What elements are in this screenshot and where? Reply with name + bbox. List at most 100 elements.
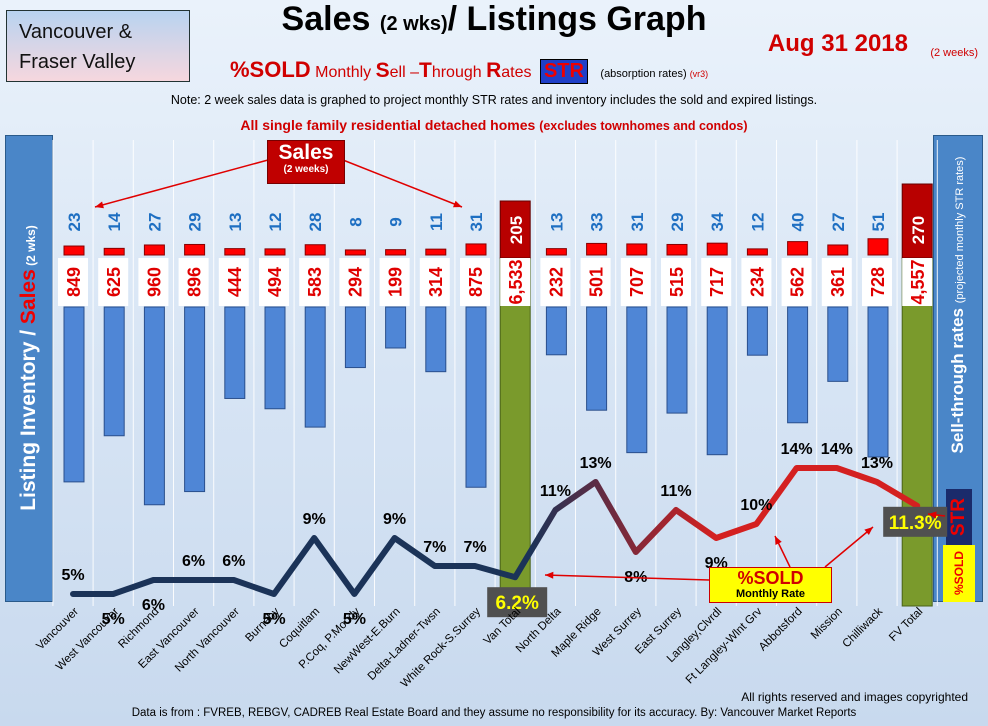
sales-label: 205 xyxy=(507,216,526,244)
category-label: Abbotsford xyxy=(757,606,805,654)
inventory-label-box xyxy=(259,258,289,306)
inventory-bar xyxy=(103,306,125,437)
sales-bar xyxy=(545,248,567,256)
inventory-label: 717 xyxy=(707,267,727,297)
inventory-label: 849 xyxy=(64,267,84,297)
inventory-label-box xyxy=(580,258,611,306)
inventory-label-box xyxy=(138,258,169,306)
inventory-label-box xyxy=(821,258,852,306)
inventory-label: 515 xyxy=(667,267,687,297)
inventory-label: 707 xyxy=(627,267,647,297)
inventory-label: 314 xyxy=(426,267,446,297)
sales-arrow-left xyxy=(94,159,269,208)
sales-arrow-right xyxy=(342,159,463,208)
sales-bar xyxy=(499,200,531,259)
inventory-bar xyxy=(867,306,889,458)
sales-label: 51 xyxy=(869,213,888,232)
inventory-label-box xyxy=(178,258,209,306)
sold-label: 7% xyxy=(423,539,446,556)
inventory-label-box xyxy=(741,258,772,306)
inventory-label-box xyxy=(620,258,651,306)
sales-bar xyxy=(143,244,165,256)
inventory-label: 728 xyxy=(868,267,888,297)
inventory-bar xyxy=(465,306,487,488)
sales-label: 8 xyxy=(346,217,365,226)
sold-subtitle: %SOLD Monthly Sell –Through Rates STR (a… xyxy=(230,57,709,84)
sales-label: 27 xyxy=(829,213,848,232)
total-sold-label: 11.3% xyxy=(889,513,942,534)
chart-note: Note: 2 week sales data is graphed to pr… xyxy=(170,93,818,107)
inventory-bar xyxy=(586,306,608,411)
inventory-label-box xyxy=(419,258,450,306)
category-label: Ft Langley-Wlnt Grv xyxy=(684,605,765,686)
sold-label: 9% xyxy=(303,511,326,528)
sales-bar xyxy=(746,248,768,256)
inventory-label: 494 xyxy=(265,267,285,297)
inventory-label: 361 xyxy=(828,267,848,297)
inventory-label-box xyxy=(58,258,88,306)
sales-label: 33 xyxy=(588,213,607,232)
report-date-note: (2 weeks) xyxy=(930,47,978,59)
sales-label: 13 xyxy=(226,213,245,232)
inventory-bar xyxy=(264,306,286,410)
sales-bar xyxy=(787,241,809,256)
sold-label: 5% xyxy=(343,611,366,628)
right-sold-box xyxy=(943,545,975,602)
sales-bar xyxy=(224,248,246,256)
sales-label: 9 xyxy=(387,217,406,226)
sales-bar xyxy=(264,248,286,256)
sold-label: 6% xyxy=(222,553,245,570)
inventory-label: 294 xyxy=(345,267,365,297)
inventory-label: 4,557 xyxy=(908,259,928,304)
sold-label: 5% xyxy=(61,567,84,584)
sales-label: 40 xyxy=(789,213,808,232)
inventory-label: 960 xyxy=(144,267,164,297)
inventory-label-box xyxy=(460,258,490,306)
sales-bar xyxy=(184,243,206,256)
inventory-label: 199 xyxy=(386,267,406,297)
sales-bar xyxy=(901,183,933,259)
sold-labels: 5%5%6%6%6%5%9%5%9%7%7%6.2%11%13%8%11%9%1… xyxy=(61,441,948,628)
sold-label: 5% xyxy=(102,611,125,628)
inventory-label: 444 xyxy=(225,267,245,297)
sales-label: 14 xyxy=(105,212,124,231)
source-note: Data is from : FVREB, REBGV, CADREB Real… xyxy=(131,707,857,719)
sold-arrow-right xyxy=(824,526,874,568)
right-str-box xyxy=(946,489,972,545)
inventory-label-box xyxy=(540,258,571,306)
total-sold-box xyxy=(487,587,548,618)
inventory-label: 896 xyxy=(185,267,205,297)
category-label: Chilliwack xyxy=(840,605,885,650)
inventory-bar xyxy=(499,257,531,607)
sales-labels: 23 14 27 29 13 12 28 8 9 11 31 205 13 33 31 29 34 12 40 27 5… xyxy=(65,212,928,244)
inventory-label: 583 xyxy=(305,267,325,297)
sold-line xyxy=(70,465,921,597)
inventory-bar xyxy=(827,306,849,382)
sales-bars xyxy=(63,183,933,259)
str-badge: STR xyxy=(539,59,588,84)
inventory-bar xyxy=(901,257,933,607)
sales-label: 34 xyxy=(708,212,727,231)
sales-label: 11 xyxy=(427,213,446,231)
inventory-label: 875 xyxy=(466,267,486,297)
sales-bar xyxy=(666,243,688,256)
sold-arrow-up-head xyxy=(775,536,782,545)
sales-label: 29 xyxy=(186,213,205,232)
inventory-bar xyxy=(224,306,246,399)
sales-bar xyxy=(425,248,447,256)
sales-bar xyxy=(827,244,849,256)
sales-label: 31 xyxy=(467,213,486,232)
inventory-label-box xyxy=(218,258,249,306)
region-line-1: Vancouver & xyxy=(19,21,133,43)
absorption-note: (absorption rates) (vr3) xyxy=(600,68,709,80)
inventory-bar xyxy=(706,306,728,456)
sales-bar xyxy=(867,238,889,256)
inventory-label: 625 xyxy=(104,267,124,297)
sales-bar xyxy=(385,249,407,256)
sold-label: 6% xyxy=(182,553,205,570)
category-label: Delta-Ladner-Twsn xyxy=(366,606,443,683)
inventory-label-box xyxy=(339,258,370,306)
sold-label: 14% xyxy=(781,441,813,458)
sold-arrow-left xyxy=(544,574,710,581)
